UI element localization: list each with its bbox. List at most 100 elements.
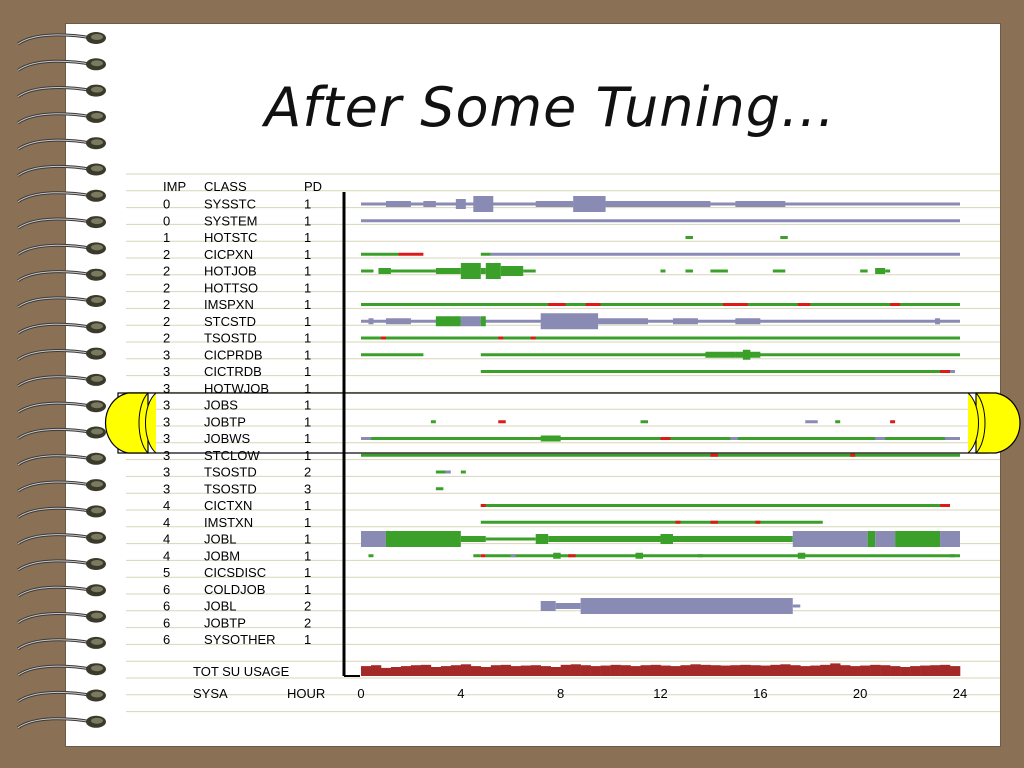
spiral-ring-icon bbox=[17, 295, 106, 309]
row-class: CICTRDB bbox=[204, 364, 262, 379]
row-imp: 4 bbox=[163, 515, 170, 530]
usage-bar bbox=[720, 665, 731, 676]
usage-bar bbox=[420, 664, 432, 676]
usage-bar bbox=[630, 666, 641, 676]
timeline-segment bbox=[860, 269, 868, 273]
usage-bar bbox=[430, 667, 442, 676]
row-imp: 3 bbox=[163, 347, 170, 362]
usage-bar bbox=[770, 664, 781, 676]
row-pd: 1 bbox=[304, 565, 311, 580]
table-row: 3 CICPRDB 1 bbox=[163, 347, 311, 362]
x-tick-label: 24 bbox=[953, 686, 967, 701]
x-tick-label: 4 bbox=[457, 686, 464, 701]
spiral-ring-icon bbox=[17, 268, 106, 282]
timeline-segment bbox=[498, 420, 506, 424]
row-class: SYSOTHER bbox=[204, 632, 276, 647]
timeline-segment bbox=[480, 268, 486, 274]
timeline-segment bbox=[485, 263, 501, 279]
table-row: 6 JOBL 2 bbox=[163, 599, 311, 614]
row-imp: 3 bbox=[163, 381, 170, 396]
spiral-ring-icon bbox=[17, 84, 106, 98]
spiral-ring-icon bbox=[17, 137, 106, 151]
column-header-imp: IMP bbox=[163, 179, 186, 194]
usage-bar bbox=[900, 667, 911, 676]
timeline-segment bbox=[675, 520, 681, 524]
timeline-segment bbox=[797, 552, 806, 559]
spiral-ring-icon bbox=[17, 321, 106, 335]
timeline-segment bbox=[850, 453, 856, 457]
timeline-segment bbox=[648, 201, 711, 207]
table-row: 6 SYSOTHER 1 bbox=[163, 632, 311, 647]
timeline-segment bbox=[473, 196, 494, 212]
timeline-segment bbox=[672, 318, 698, 325]
spiral-ring-icon bbox=[17, 558, 106, 572]
row-pd: 1 bbox=[304, 331, 311, 346]
timeline-segment bbox=[385, 318, 411, 325]
row-class: TSOSTD bbox=[204, 481, 257, 496]
timeline-segment bbox=[705, 351, 736, 358]
timeline-segment bbox=[485, 554, 960, 558]
usage-bar bbox=[520, 665, 532, 676]
table-row: 6 COLDJOB 1 bbox=[163, 582, 311, 597]
usage-bar bbox=[450, 665, 462, 676]
table-row: 2 STCSTD 1 bbox=[163, 314, 311, 329]
x-tick-label: 20 bbox=[853, 686, 867, 701]
row-class: STCLOW bbox=[204, 448, 260, 463]
table-row: 0 SYSSTC 1 bbox=[163, 197, 311, 212]
usage-bar bbox=[820, 664, 831, 676]
timeline-segment bbox=[460, 263, 481, 279]
timeline-segment bbox=[368, 554, 374, 558]
spiral-ring-icon bbox=[17, 715, 106, 730]
row-pd: 1 bbox=[304, 381, 311, 396]
usage-bar bbox=[870, 664, 881, 676]
timeline-segment bbox=[485, 537, 536, 541]
usage-bar bbox=[361, 666, 372, 676]
timeline-segment bbox=[895, 531, 941, 547]
usage-bar bbox=[500, 664, 512, 676]
timeline-segment bbox=[480, 316, 486, 327]
timeline-segment bbox=[697, 554, 703, 558]
usage-bar bbox=[910, 666, 921, 676]
usage-bar bbox=[690, 664, 701, 676]
timeline-segment bbox=[480, 252, 491, 256]
usage-bar bbox=[920, 665, 931, 676]
table-row: 5 CICSDISC 1 bbox=[163, 565, 311, 580]
row-imp: 2 bbox=[163, 264, 170, 279]
row-imp: 3 bbox=[163, 448, 170, 463]
spiral-ring-icon bbox=[17, 163, 106, 177]
table-row: 2 TSOSTD 1 bbox=[163, 331, 311, 346]
usage-bar bbox=[880, 665, 891, 676]
timeline-segment bbox=[535, 201, 574, 207]
usage-bar bbox=[380, 667, 392, 676]
timeline-segment bbox=[480, 504, 486, 507]
table-row: 6 JOBTP 2 bbox=[163, 615, 311, 630]
row-pd: 1 bbox=[304, 448, 311, 463]
timeline-segment bbox=[361, 269, 374, 273]
row-imp: 3 bbox=[163, 398, 170, 413]
timeline-segment bbox=[361, 219, 960, 223]
row-class: TSOSTD bbox=[204, 465, 257, 480]
timeline-segment bbox=[797, 303, 811, 306]
timeline-segment bbox=[640, 420, 649, 424]
spiral-ring-icon bbox=[17, 242, 106, 256]
spiral-ring-icon bbox=[17, 426, 106, 440]
row-class: IMSTXN bbox=[204, 515, 253, 530]
timeline-segment bbox=[950, 554, 956, 558]
timeline-segment bbox=[530, 336, 536, 340]
column-header-pd: PD bbox=[304, 179, 322, 194]
timeline-segment bbox=[605, 201, 649, 207]
usage-bar bbox=[950, 666, 961, 676]
timeline-segment bbox=[480, 554, 486, 558]
timeline-segment bbox=[568, 554, 576, 558]
row-class: HOTWJOB bbox=[204, 381, 269, 396]
timeline-segment bbox=[710, 520, 718, 524]
timeline-segment bbox=[498, 336, 504, 340]
table-row: 4 JOBL 1 bbox=[163, 532, 311, 547]
timeline-segment bbox=[742, 349, 751, 360]
timeline-segment bbox=[368, 318, 374, 325]
row-imp: 4 bbox=[163, 498, 170, 513]
left-highlight-arrow-icon bbox=[105, 392, 157, 454]
timeline-segment bbox=[835, 420, 841, 424]
notebook-paper bbox=[66, 24, 1000, 746]
